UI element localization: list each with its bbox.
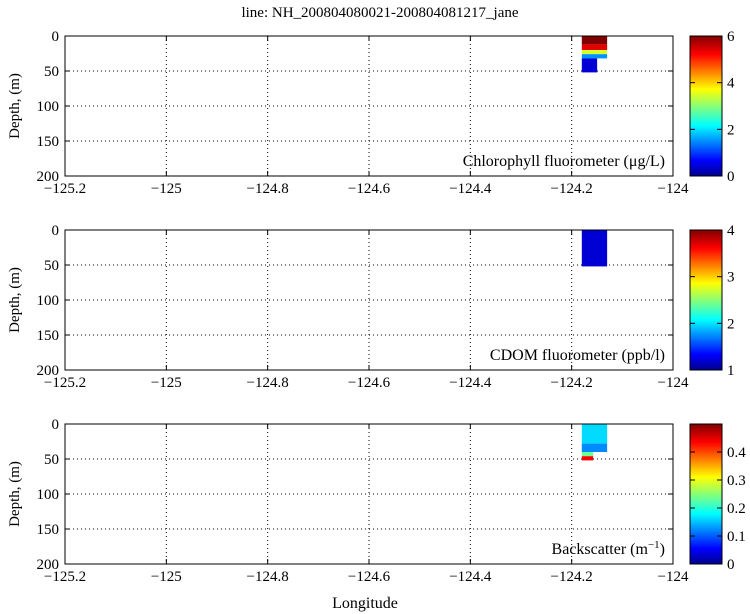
panel-3: −125.2 −125 −124.8 −124.6 −124.4 −124.2 −124 0 5…: [7, 417, 746, 585]
y-tick-label: 150: [37, 134, 60, 150]
x-tick-label: −124.2: [551, 569, 593, 585]
y-tick-label: 50: [44, 452, 59, 468]
y-tick-label: 150: [37, 328, 60, 344]
y-tick-label: 200: [37, 557, 60, 573]
colorbar-tick-label: 4: [727, 223, 735, 239]
y-axis-label: Depth, (m): [7, 267, 23, 333]
x-tick-label: −124.6: [348, 375, 391, 391]
y-tick-label: 50: [44, 64, 59, 80]
x-axis-label: Longitude: [332, 595, 398, 612]
x-tick-label: −124.8: [247, 181, 289, 197]
x-tick-label: −124.8: [247, 375, 289, 391]
data-layer-1: [581, 36, 608, 45]
y-tick-label: 50: [44, 258, 59, 274]
data-layer-3: [581, 50, 608, 55]
x-tick-label: −125.2: [44, 569, 86, 585]
y-tick-label: 0: [52, 223, 60, 239]
colorbar-tick-label: 4: [727, 76, 735, 92]
colorbar-tick-label: 0: [727, 557, 735, 573]
x-tick-label: −125.2: [44, 181, 86, 197]
x-tick-label: −124.8: [247, 569, 289, 585]
y-tick-label: 0: [52, 29, 60, 45]
panel-2: −125.2 −125 −124.8 −124.6 −124.4 −124.2 −124 0 5…: [7, 223, 735, 391]
panels-group: −125.2 −125 −124.8 −124.6 −124.4 −124.2 −124 0 5…: [7, 29, 746, 585]
x-tick-label: −125: [151, 375, 182, 391]
x-tick-label: −124.2: [551, 181, 593, 197]
colorbar-tick-label: 0.2: [727, 501, 746, 517]
data-layer-4: [581, 54, 608, 59]
x-tick-label: −125.2: [44, 375, 86, 391]
y-tick-label: 100: [37, 487, 60, 503]
y-tick-label: 150: [37, 522, 60, 538]
y-tick-label: 200: [37, 363, 60, 379]
colorbar-tick-label: 1: [727, 363, 735, 379]
colorbar-tick-label: 2: [727, 122, 735, 138]
y-tick-label: 200: [37, 169, 60, 185]
colorbar-tick-label: 0.1: [727, 529, 746, 545]
data-layer-1: [581, 230, 608, 267]
y-tick-label: 0: [52, 417, 60, 433]
x-tick-label: −124.6: [348, 569, 391, 585]
panel-variable-label: Backscatter (m−1): [552, 539, 665, 558]
x-tick-label: −124: [658, 375, 689, 391]
panel-variable-label: CDOM fluorometer (ppb/l): [490, 347, 665, 364]
data-layer-3: [581, 452, 594, 457]
x-tick-label: −124.4: [449, 569, 492, 585]
data-layer-2: [581, 44, 608, 50]
colorbar-gradient: [689, 35, 723, 177]
x-tick-label: −124.6: [348, 181, 391, 197]
x-tick-label: −125: [151, 181, 182, 197]
y-axis-label: Depth, (m): [7, 73, 23, 139]
colorbar-tick-label: 2: [727, 316, 735, 332]
colorbar-tick-label: 6: [727, 29, 735, 45]
colorbar-tick-label: 0.3: [727, 473, 746, 489]
y-tick-label: 100: [37, 99, 60, 115]
x-tick-label: −124.4: [449, 181, 492, 197]
colorbar: 0 0.1 0.2 0.3 0.4: [689, 423, 746, 573]
colorbar-gradient: [689, 229, 723, 371]
x-tick-label: −125: [151, 569, 182, 585]
data-layer-1: [581, 424, 608, 444]
colorbar: 1 2 3 4: [689, 223, 735, 379]
x-tick-label: −124.2: [551, 375, 593, 391]
x-tick-label: −124.4: [449, 375, 492, 391]
data-layer-5: [581, 58, 598, 73]
data-layer-2: [581, 443, 608, 452]
panel-variable-label: Chlorophyll fluorometer (μg/L): [463, 153, 665, 170]
panel-1: −125.2 −125 −124.8 −124.6 −124.4 −124.2 −124 0 5…: [7, 29, 735, 197]
colorbar-gradient: [689, 423, 723, 565]
colorbar: 0 2 4 6: [689, 29, 735, 185]
x-tick-label: −124: [658, 181, 689, 197]
y-axis-label: Depth, (m): [7, 461, 23, 527]
data-layer-4: [581, 456, 594, 461]
colorbar-tick-label: 3: [727, 270, 735, 286]
x-tick-label: −124: [658, 569, 689, 585]
colorbar-tick-label: 0: [727, 169, 735, 185]
figure-title: line: NH_200804080021-200804081217_jane: [241, 5, 518, 21]
colorbar-tick-label: 0.4: [727, 445, 746, 461]
y-tick-label: 100: [37, 293, 60, 309]
